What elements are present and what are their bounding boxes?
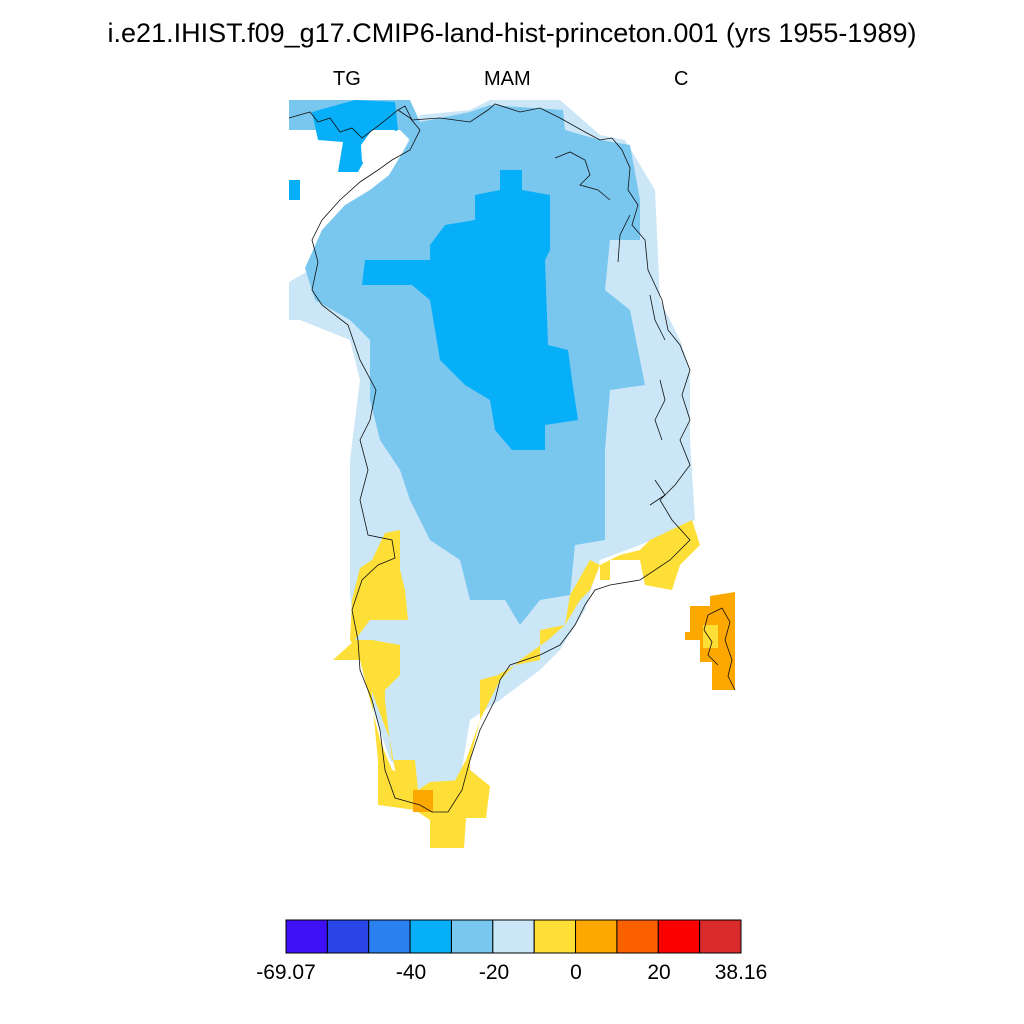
field-orange-east: [685, 592, 735, 708]
colorbar-swatch: [450, 919, 494, 954]
coastline-east-island: [703, 607, 736, 691]
colorbar-swatch: [492, 919, 535, 954]
field-yellow-west: [350, 520, 700, 790]
colorbar-swatch: [326, 919, 370, 954]
colorbar-swatch: [616, 919, 659, 954]
colorbar-tick-label: 20: [647, 961, 671, 984]
colorbar-swatch: [533, 919, 577, 954]
coastline-fjords: [554, 151, 666, 506]
gap-nw-2: [289, 172, 338, 240]
colorbar-swatch: [285, 919, 328, 954]
colorbar-swatch: [657, 919, 701, 954]
plot-title: i.e21.IHIST.f09_g17.CMIP6-land-hist-prin…: [107, 18, 917, 48]
field-orange-south: [413, 790, 433, 812]
colorbar-tick-label: -40: [395, 961, 427, 984]
colorbar-swatch: [575, 919, 618, 954]
colorbar-swatch: [409, 919, 452, 954]
units-label: C: [674, 68, 689, 90]
colorbar-tick-label: -20: [478, 961, 510, 984]
gap-nw: [361, 130, 395, 163]
colorbar-swatch: [368, 919, 411, 954]
field-yellow-east: [703, 625, 718, 648]
variable-label: TG: [333, 68, 361, 90]
coastline: [288, 103, 691, 813]
field-medium-blue-edge: [289, 180, 300, 200]
season-label: MAM: [484, 68, 531, 90]
colorbar-tick-label: -69.07: [256, 961, 316, 984]
colorbar-tick-label: 38.16: [714, 961, 768, 984]
field-medium-blue: [362, 170, 578, 450]
colorbar-tick-label: 0: [570, 961, 582, 984]
colorbar-swatch: [699, 919, 742, 954]
field-medium-blue-nw: [312, 100, 398, 172]
field-yellow-southwest: [333, 640, 490, 848]
